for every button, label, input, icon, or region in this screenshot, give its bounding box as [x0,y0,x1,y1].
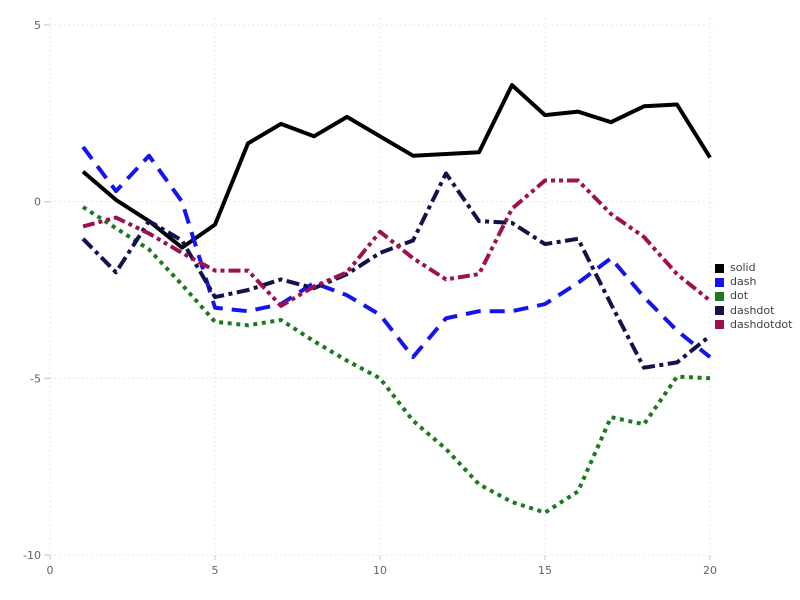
legend-item-label: dash [730,275,757,289]
legend-swatch-icon [715,320,724,330]
series-line-dashdotdot [82,178,712,308]
series-line-dot [81,205,711,515]
series-line-dashdot [81,171,712,370]
legend-item-label: dot [730,289,749,303]
x-tick-label: 5 [212,564,219,577]
y-tick-label: 5 [34,19,41,32]
x-tick-label: 0 [47,564,54,577]
legend: solid dash dot dashdot dashdotdot [715,261,792,332]
x-tick-label: 10 [373,564,387,577]
legend-item-dot: dot [715,289,792,303]
legend-swatch-icon [715,306,724,316]
series-line-dash [81,145,712,360]
legend-item-dash: dash [715,275,792,289]
legend-swatch-icon [715,291,724,301]
legend-item-dashdotdot: dashdotdot [715,318,792,332]
legend-item-label: solid [730,261,756,274]
legend-item-solid: solid [715,261,792,275]
legend-item-label: dashdotdot [730,317,793,331]
series-line-solid [81,83,712,250]
legend-item-label: dashdot [730,303,775,317]
legend-swatch-icon [715,277,724,287]
y-tick-label: -5 [30,372,41,385]
x-tick-label: 20 [703,564,717,577]
y-tick-label: 0 [34,196,41,209]
y-tick-label: -10 [23,549,41,562]
legend-item-dashdot: dashdot [715,304,792,318]
x-tick-label: 15 [538,564,552,577]
legend-swatch-icon [715,263,724,273]
